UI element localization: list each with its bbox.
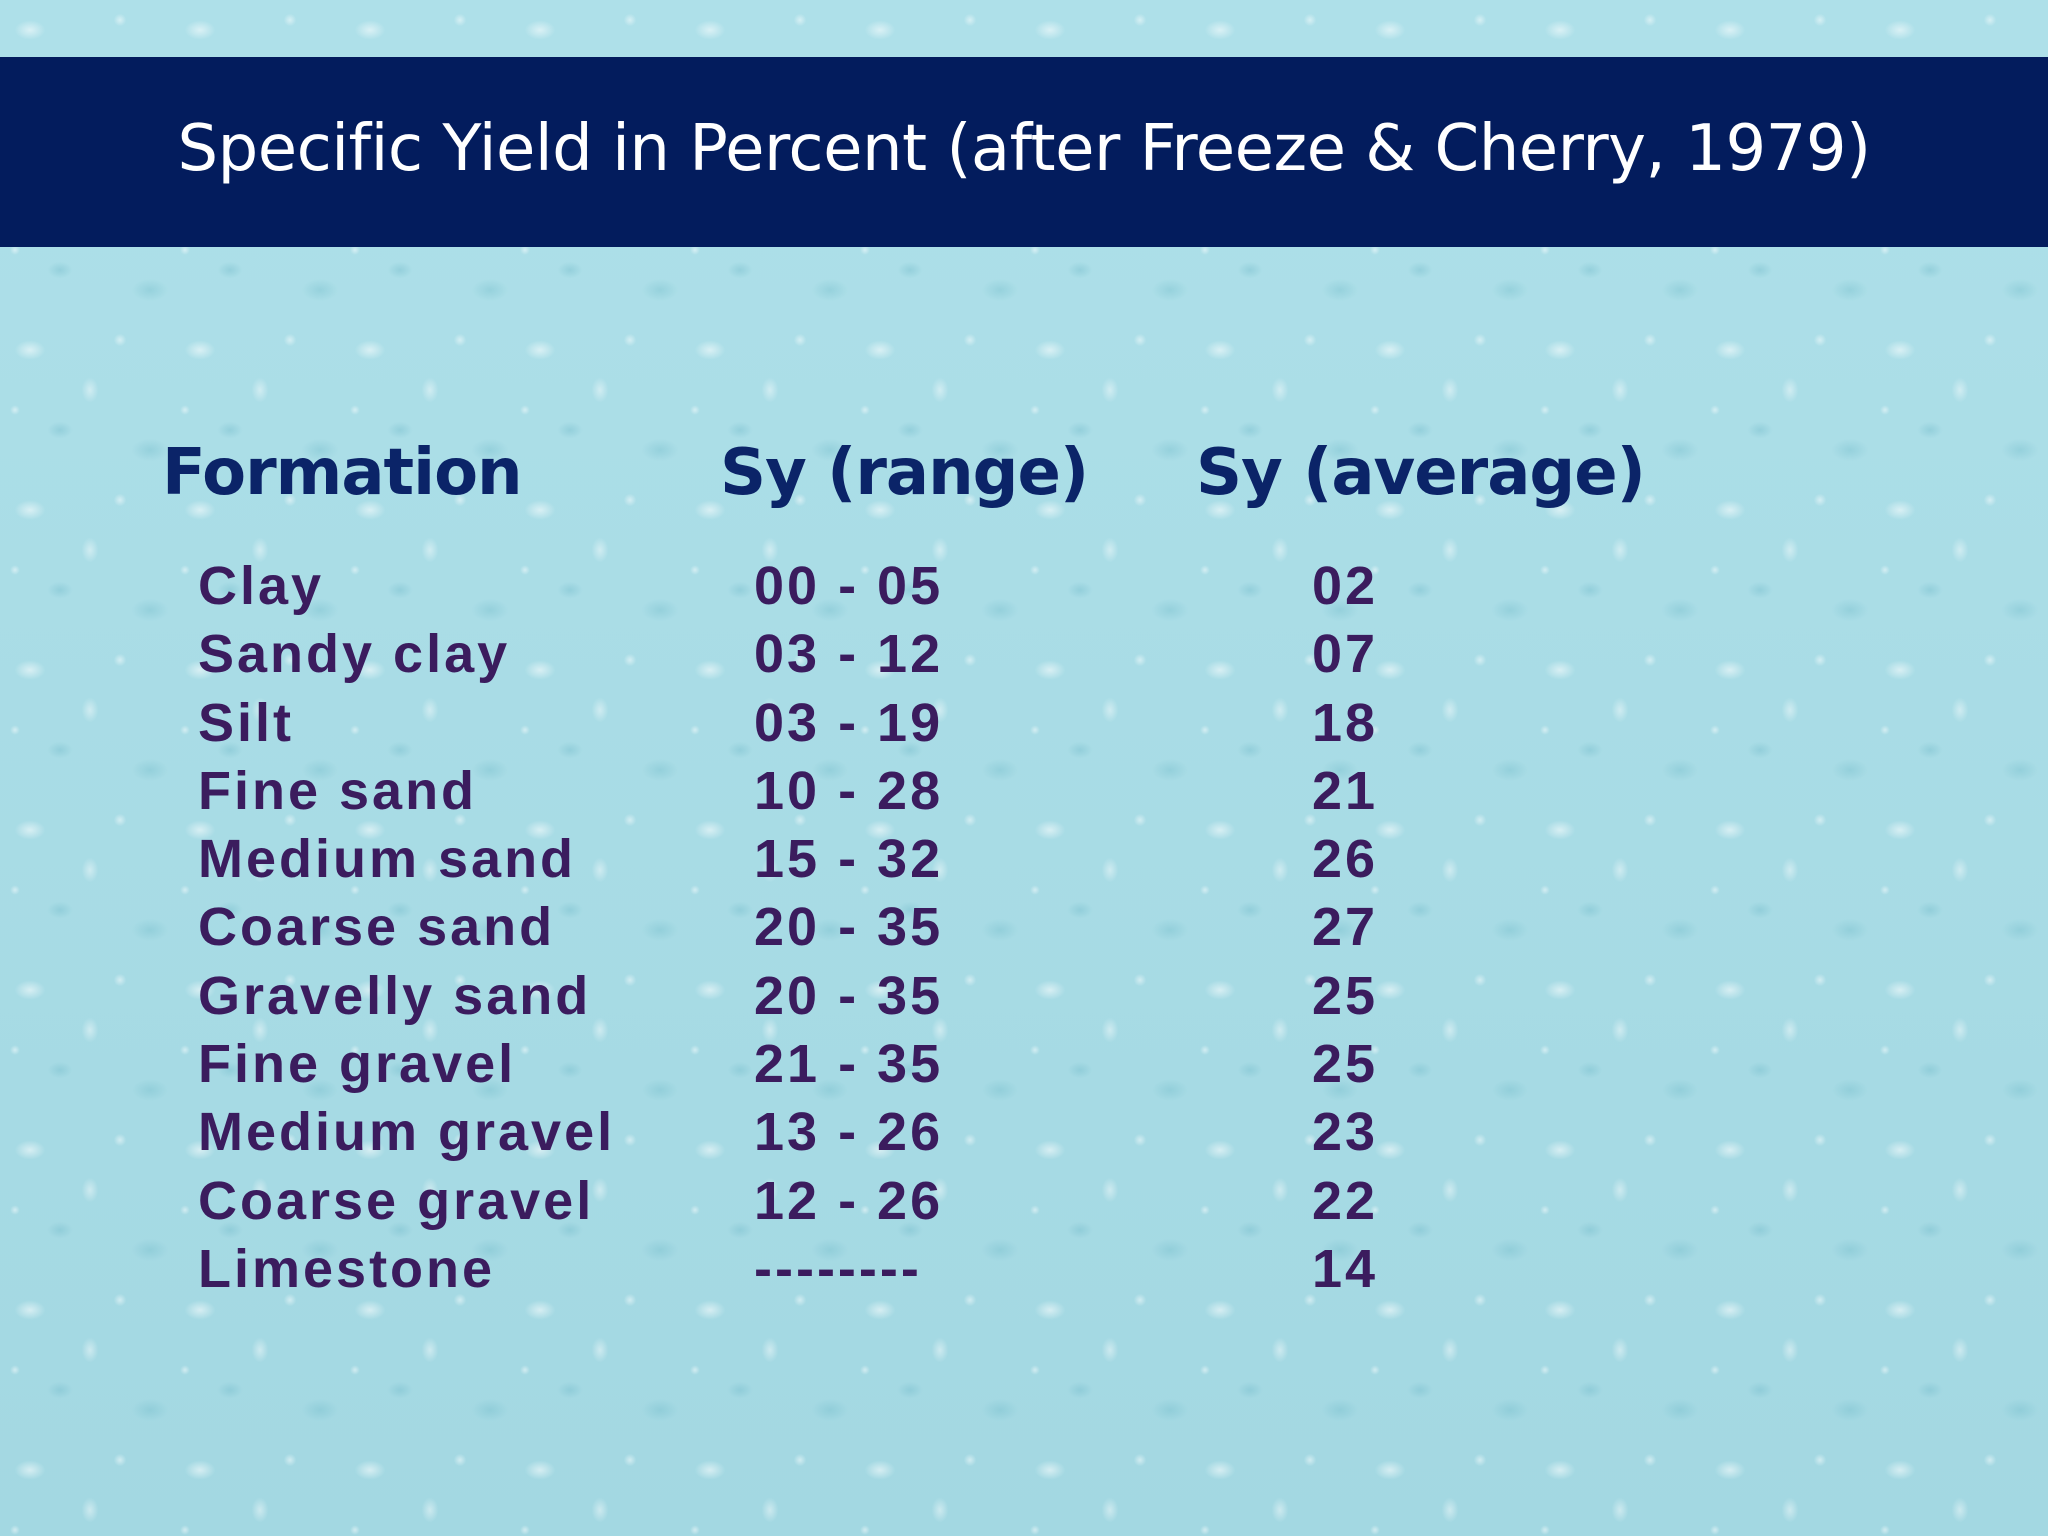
slide-title: Specific Yield in Percent (after Freeze … [177,112,1870,186]
formation-cell: Silt [198,693,294,753]
table-row: Sandy clay 03 - 12 07 [0,624,2048,692]
average-cell: 18 [1312,693,1378,753]
formation-cell: Sandy clay [198,624,510,684]
range-cell: 20 - 35 [754,966,943,1026]
formation-cell: Gravelly sand [198,966,591,1026]
average-cell: 25 [1312,1034,1378,1094]
formation-cell: Limestone [198,1239,495,1299]
range-cell: -------- [754,1239,922,1299]
range-cell: 00 - 05 [754,556,943,616]
range-cell: 03 - 12 [754,624,943,684]
table-row: Fine sand 10 - 28 21 [0,761,2048,829]
header-sy-range: Sy (range) [720,436,1088,510]
table-row: Limestone -------- 14 [0,1239,2048,1307]
average-cell: 23 [1312,1102,1378,1162]
formation-cell: Coarse sand [198,897,555,957]
average-cell: 22 [1312,1171,1378,1231]
range-cell: 13 - 26 [754,1102,943,1162]
range-cell: 15 - 32 [754,829,943,889]
range-cell: 10 - 28 [754,761,943,821]
table-row: Silt 03 - 19 18 [0,693,2048,761]
formation-cell: Coarse gravel [198,1171,594,1231]
table-row: Coarse gravel 12 - 26 22 [0,1171,2048,1239]
table-row: Clay 00 - 05 02 [0,556,2048,624]
range-cell: 20 - 35 [754,897,943,957]
average-cell: 26 [1312,829,1378,889]
formation-cell: Fine gravel [198,1034,516,1094]
formation-cell: Medium gravel [198,1102,615,1162]
header-formation: Formation [162,436,522,510]
formation-cell: Medium sand [198,829,576,889]
range-cell: 03 - 19 [754,693,943,753]
table-row: Gravelly sand 20 - 35 25 [0,966,2048,1034]
average-cell: 25 [1312,966,1378,1026]
table-row: Coarse sand 20 - 35 27 [0,897,2048,965]
formation-cell: Clay [198,556,324,616]
average-cell: 14 [1312,1239,1378,1299]
range-cell: 12 - 26 [754,1171,943,1231]
range-cell: 21 - 35 [754,1034,943,1094]
table-row: Medium sand 15 - 32 26 [0,829,2048,897]
table-row: Fine gravel 21 - 35 25 [0,1034,2048,1102]
header-sy-average: Sy (average) [1196,436,1645,510]
data-table: Clay 00 - 05 02 Sandy clay 03 - 12 07 Si… [0,556,2048,1307]
average-cell: 07 [1312,624,1378,684]
table-row: Medium gravel 13 - 26 23 [0,1102,2048,1170]
average-cell: 27 [1312,897,1378,957]
formation-cell: Fine sand [198,761,477,821]
title-bar: Specific Yield in Percent (after Freeze … [0,57,2048,247]
average-cell: 21 [1312,761,1378,821]
average-cell: 02 [1312,556,1378,616]
